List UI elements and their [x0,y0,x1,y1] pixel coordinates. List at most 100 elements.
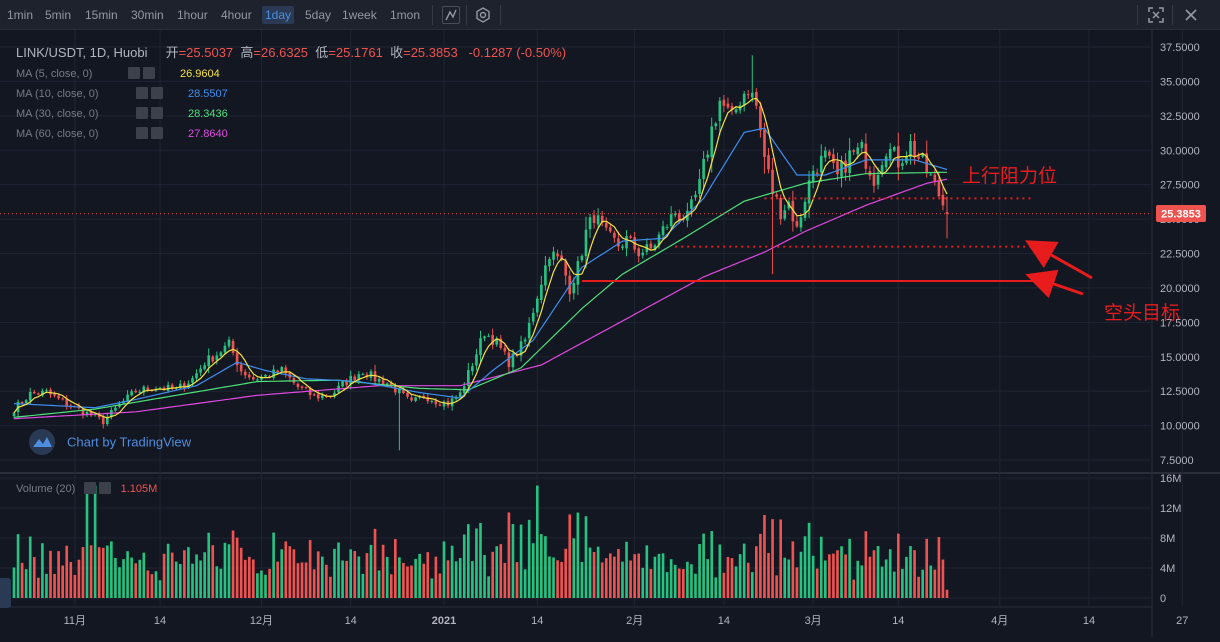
low-value: =25.1761 [328,45,383,60]
price-chart-svg[interactable]: 37.500035.000032.500030.000027.500025.00… [0,30,1220,637]
timeframe-1min[interactable]: 1min [7,8,34,22]
candle-body [81,409,85,415]
ma-settings-icon[interactable] [136,127,148,140]
toolbar-divider [432,5,433,25]
timeframe-30min[interactable]: 30min [131,8,164,22]
tradingview-logo[interactable]: Chart by TradingView [29,429,192,455]
settings-hexagon-icon[interactable] [474,6,492,24]
volume-bar [511,524,515,598]
candle-body [320,395,324,398]
volume-bar [901,568,904,598]
legend-header: LINK/USDT, 1D, Huobi 开=25.5037 高=26.6325… [16,42,566,61]
candle-body [268,375,271,378]
volume-bar [807,522,811,598]
price-tick-label: 12.5000 [1160,386,1200,398]
timeframe-1mon[interactable]: 1mon [390,8,421,22]
timeframe-5day[interactable]: 5day [305,8,332,22]
timeframe-1day[interactable]: 1day [262,6,295,24]
volume-bar [53,573,56,598]
candle-body [37,393,40,395]
candle-body [771,169,774,195]
close-label: 收 [390,45,404,60]
candle-body [779,197,783,220]
collapse-panel-tab[interactable] [0,578,11,608]
candle-body [138,391,142,393]
timeframe-1hour[interactable]: 1hour [177,8,208,22]
candle-body [844,160,847,173]
ma10-line [13,127,948,409]
volume-bar [706,559,709,598]
candle-body [114,407,117,411]
candle-body [706,154,709,158]
volume-bar [621,561,624,598]
candle-body [491,335,494,345]
volume-bar [49,550,52,598]
candle-body [442,401,446,407]
ma-remove-icon[interactable] [151,107,163,120]
volume-bar [247,556,251,598]
timeframe-15min[interactable]: 15min [85,8,118,22]
volume-bar [584,516,588,598]
volume-bar [73,574,77,598]
ma-settings-icon[interactable] [136,87,148,100]
volume-bar [937,537,941,598]
candle-body [207,355,211,367]
volume-bar [320,556,324,598]
volume-bar [544,536,547,598]
candle-body [385,383,389,386]
volume-bar [811,555,815,598]
volume-bar [604,558,608,598]
volume-bar [223,542,227,598]
volume-bar [864,531,868,598]
candle-body [548,259,551,267]
candle-body [458,392,462,398]
volume-tick-label: 4M [1160,563,1175,575]
volume-tick-label: 12M [1160,503,1181,515]
volume-settings-icon[interactable] [84,482,97,495]
volume-bar [694,573,697,598]
candle-body [308,388,312,396]
candle-body [471,366,474,372]
ma-settings-icon[interactable] [136,107,148,120]
candle-body [661,226,665,236]
ma-remove-icon[interactable] [143,67,155,80]
volume-bar [256,573,259,598]
candle-body [901,163,904,166]
candle-body [714,123,718,127]
ma-settings-icon[interactable] [128,67,140,80]
volume-bar [85,485,89,598]
candle-body [296,383,300,387]
ma60-line [13,178,948,420]
candle-body [373,371,377,382]
volume-remove-icon[interactable] [99,482,112,495]
chart-area[interactable]: 37.500035.000032.500030.000027.500025.00… [0,30,1220,637]
ma5-line [13,97,948,419]
price-tick-label: 17.5000 [1160,317,1200,329]
fullscreen-icon[interactable] [1147,6,1165,24]
candle-body [247,374,251,378]
candle-body [199,368,202,373]
candle-body [527,322,531,339]
volume-bar [726,557,730,598]
volume-bar [823,560,827,598]
candle-body [941,194,945,206]
ma-remove-icon[interactable] [151,87,163,100]
candle-body [523,339,527,342]
volume-bar [686,561,689,598]
chart-type-icon[interactable] [442,6,460,24]
grid-lines [0,30,1183,607]
timeframe-4hour[interactable]: 4hour [221,8,252,22]
ma-remove-icon[interactable] [151,127,163,140]
candle-body [475,354,478,366]
volume-bar [576,512,580,598]
timeframe-5min[interactable]: 5min [45,8,72,22]
volume-bar [207,532,211,598]
candle-body [775,194,778,197]
close-icon[interactable] [1182,6,1200,24]
candle-body [410,397,413,401]
volume-bar [296,563,300,598]
timeframe-1week[interactable]: 1week [342,8,377,22]
candle-body [134,390,138,393]
candle-body [223,345,227,353]
candle-body [596,215,600,225]
